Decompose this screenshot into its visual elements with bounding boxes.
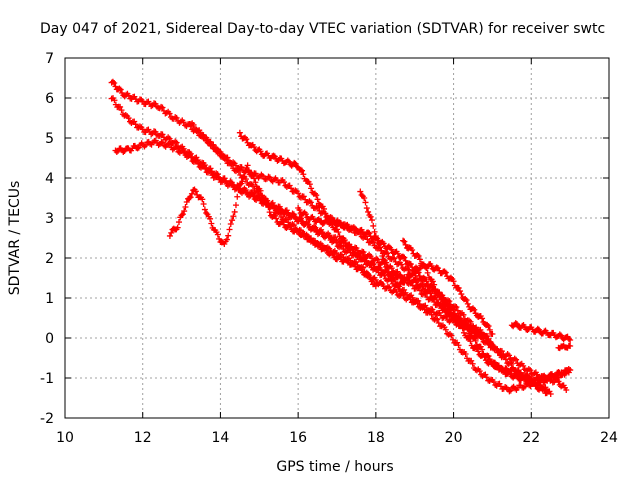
y-tick-label: 4: [45, 171, 54, 187]
y-tick-label: -1: [40, 371, 54, 387]
x-tick-label: 14: [212, 430, 230, 446]
y-tick-label: 1: [45, 291, 54, 307]
y-axis-ticks: -2 -1 0 1 2 3 4 5 6 7: [40, 51, 54, 427]
data-markers: [295, 205, 535, 386]
data-markers: [357, 188, 496, 337]
y-tick-label: 7: [45, 51, 54, 67]
x-tick-label: 18: [367, 430, 385, 446]
series-track-10: [508, 320, 574, 343]
chart-title: Day 047 of 2021, Sidereal Day-to-day VTE…: [40, 21, 605, 37]
data-markers: [108, 95, 496, 349]
plot-frame: [64, 57, 610, 419]
data-points: [108, 78, 574, 397]
x-tick-label: 16: [289, 430, 307, 446]
y-tick-label: 3: [45, 211, 54, 227]
data-markers: [400, 237, 554, 397]
x-tick-label: 24: [600, 430, 618, 446]
series-track-7: [295, 205, 535, 386]
data-markers: [508, 320, 574, 343]
y-tick-label: 0: [45, 331, 54, 347]
series-track-11: [524, 367, 574, 385]
y-tick-label: 2: [45, 251, 54, 267]
x-tick-label: 10: [56, 430, 74, 446]
y-tick-label: 5: [45, 131, 54, 147]
series-track-4: [166, 162, 574, 395]
x-axis-ticks: 10 12 14 16 18 20 22 24: [56, 430, 618, 446]
plot-border: [64, 57, 610, 419]
series-track-9: [400, 237, 554, 397]
y-axis-label: SDTVAR / TECUs: [7, 181, 23, 296]
x-tick-label: 20: [445, 430, 463, 446]
y-tick-label: 6: [45, 91, 54, 107]
series-track-12: [555, 342, 574, 352]
x-axis-label: GPS time / hours: [276, 459, 393, 475]
y-tick-label: -2: [40, 411, 54, 427]
data-markers: [524, 367, 574, 385]
series-track-2: [108, 95, 496, 349]
x-tick-label: 22: [522, 430, 540, 446]
x-tick-label: 12: [134, 430, 152, 446]
data-markers: [166, 162, 574, 395]
data-markers: [555, 342, 574, 352]
series-track-8: [357, 188, 496, 337]
